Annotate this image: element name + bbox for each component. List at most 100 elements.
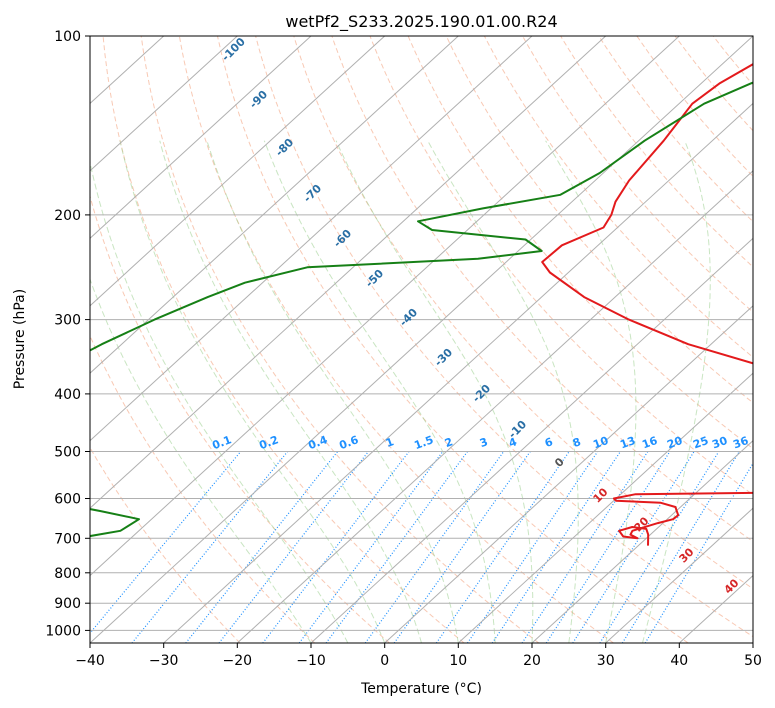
y-tick-label: 600 — [54, 492, 81, 508]
y-tick-label: 800 — [54, 566, 81, 582]
mixing-ratio-line — [364, 451, 505, 643]
x-tick-label: 50 — [744, 653, 762, 669]
mixing-ratio-line — [644, 462, 753, 643]
dry-adiabat-line — [750, 36, 753, 39]
dry-adiabat-label: -80 — [273, 136, 296, 159]
isotherm-gridline — [605, 507, 753, 643]
mixing-ratio-label: 16 — [640, 434, 659, 452]
mixing-ratio-line — [262, 451, 410, 643]
mixing-ratio-label: 6 — [543, 435, 555, 450]
y-tick-label: 1000 — [45, 623, 81, 639]
y-tick-label: 300 — [54, 313, 81, 329]
isotherm-gridline — [90, 36, 680, 577]
mixing-ratio-label: 10 — [591, 434, 610, 452]
y-tick-label: 700 — [54, 531, 81, 547]
mixing-ratio-label: 1.5 — [412, 433, 435, 452]
mixing-ratio-label: 20 — [665, 434, 684, 452]
dry-adiabat-line — [598, 36, 753, 223]
dry-adiabat-line — [293, 36, 753, 590]
mixing-ratio-line — [393, 451, 531, 643]
mixing-ratio-label: 1 — [384, 435, 396, 450]
moist-adiabat-line — [335, 140, 534, 643]
isotherm-gridline — [90, 36, 459, 374]
chart-title: wetPf2_S233.2025.190.01.00.R24 — [285, 12, 557, 32]
dry-adiabat-label: -100 — [219, 35, 248, 64]
mixing-ratio-label: 8 — [571, 435, 583, 450]
dry-adiabat-label: -70 — [301, 182, 324, 205]
moist-adiabat-line — [545, 140, 637, 643]
mixing-ratio-label: 3 — [478, 435, 490, 450]
mixing-ratio-line — [545, 451, 671, 643]
mixing-ratio-label: 13 — [618, 434, 637, 451]
isotherm-gridline — [90, 36, 312, 240]
mixing-ratio-label: 0.4 — [306, 433, 329, 452]
mixing-ratio-line — [325, 451, 468, 643]
dry-adiabat-label: 40 — [722, 576, 742, 596]
y-tick-label: 400 — [54, 387, 81, 403]
mixing-ratio-label: 25 — [691, 434, 710, 451]
isotherm-gridline — [90, 36, 533, 442]
dry-adiabat-label: -60 — [331, 227, 354, 250]
dry-adiabat-label: -30 — [432, 346, 455, 369]
dry-adiabat-label: 20 — [632, 514, 652, 534]
x-tick-label: 40 — [670, 653, 688, 669]
mixing-ratio-label: 4 — [507, 435, 519, 450]
dry-adiabat-line — [483, 36, 753, 358]
mixing-ratio-line — [467, 451, 599, 643]
mixing-ratio-line — [185, 451, 339, 643]
dry-adiabat-line — [636, 36, 753, 177]
x-tick-label: −30 — [149, 653, 179, 669]
mixing-ratio-line — [621, 451, 740, 643]
x-tick-label: 0 — [380, 653, 389, 669]
dry-adiabat-label: 10 — [591, 485, 611, 505]
y-tick-label: 100 — [54, 29, 81, 45]
x-tick-label: 10 — [449, 653, 467, 669]
dry-adiabat-line — [178, 36, 614, 643]
moist-adiabat-line — [119, 140, 386, 643]
grid — [90, 36, 753, 643]
mixing-ratio-label: 30 — [710, 434, 729, 452]
dewpoint-line — [90, 81, 753, 538]
x-tick-label: −10 — [296, 653, 326, 669]
y-tick-label: 500 — [54, 445, 81, 461]
x-tick-label: 20 — [523, 653, 541, 669]
x-tick-label: −40 — [75, 653, 105, 669]
isotherm-gridline — [457, 372, 753, 643]
dry-adiabat-line — [407, 36, 753, 450]
dry-adiabat-line — [90, 194, 390, 643]
mixing-ratio-line — [435, 451, 570, 643]
dry-adiabat-line — [445, 36, 753, 404]
dry-adiabat-line — [560, 36, 753, 268]
isotherm-gridline — [236, 170, 753, 643]
plot-frame — [89, 35, 754, 644]
isotherm-gridline — [752, 642, 753, 643]
mixing-ratio-line — [521, 451, 649, 643]
x-axis-label: Temperature (°C) — [360, 681, 482, 697]
isotherm-gridline — [90, 36, 607, 509]
y-axis-label: Pressure (hPa) — [12, 289, 28, 389]
mixing-ratio-label: 0.2 — [257, 433, 280, 452]
moist-adiabat-line — [206, 140, 459, 643]
dry-adiabat-line — [102, 36, 465, 643]
dry-adiabat-line — [140, 36, 540, 643]
background-line-labels: -100-90-80-70-60-50-40-30-20-10010203040… — [210, 35, 750, 597]
dry-adiabat-line — [90, 446, 241, 643]
mixing-ratio-line — [90, 451, 242, 635]
isotherm-gridline — [90, 36, 386, 307]
mixing-ratio-line — [599, 451, 720, 643]
dry-adiabat-label: -20 — [470, 382, 493, 405]
isotherm-gridline — [90, 36, 238, 172]
mixing-ratio-line — [218, 451, 369, 643]
isotherm-gridline — [163, 102, 753, 643]
x-tick-label: −20 — [223, 653, 253, 669]
temperature-line — [541, 63, 753, 546]
dry-adiabat-label: -50 — [363, 267, 386, 290]
dry-adiabat-line — [255, 36, 753, 638]
mixing-ratio-line — [572, 451, 695, 643]
isotherm-gridline — [310, 237, 753, 643]
profile-lines — [90, 63, 753, 546]
mixing-ratio-label: 36 — [731, 434, 750, 452]
x-tick-label: 30 — [597, 653, 615, 669]
mixing-ratio-label: 0.1 — [210, 433, 233, 452]
